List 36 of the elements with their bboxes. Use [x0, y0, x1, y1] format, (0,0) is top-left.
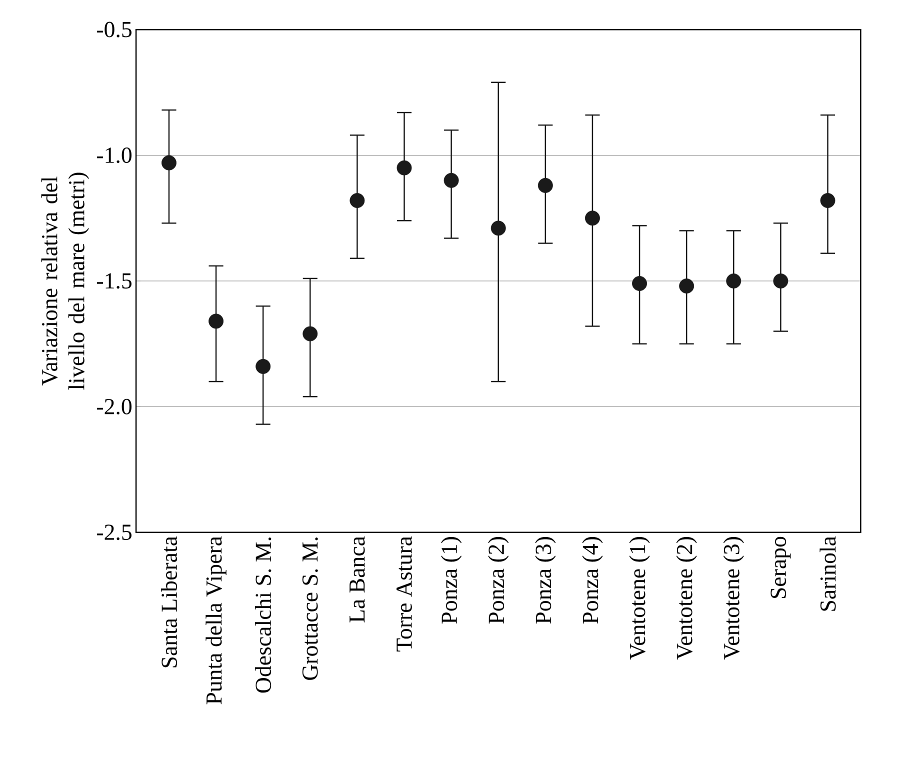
point — [584, 210, 600, 226]
x-tick-label: Punta della Vipera — [206, 536, 226, 704]
x-tick-label: Ventotene (3) — [723, 537, 744, 660]
point — [396, 160, 412, 176]
point — [726, 273, 742, 288]
y-tick-label: -1.0 — [97, 148, 132, 164]
x-tick-label: Ponza (3) — [535, 537, 556, 624]
x-tick-label: Ponza (4) — [582, 537, 603, 624]
point — [350, 193, 365, 208]
point — [632, 276, 648, 291]
y-tick-label: -2.5 — [97, 524, 132, 540]
point — [773, 273, 788, 288]
point — [820, 193, 836, 208]
point — [679, 278, 694, 294]
y-tick-label: -0.5 — [97, 22, 132, 38]
x-tick-label: Ponza (1) — [440, 537, 462, 624]
x-tick-label: Ponza (2) — [488, 537, 509, 624]
x-tick-label: Odescalchi S. M. — [255, 538, 272, 693]
point — [256, 358, 271, 374]
y-axis-title: Variazione relativa del livello del mare (metri) — [41, 172, 90, 390]
point — [490, 220, 506, 236]
x-tick-label: Torre Astura — [396, 536, 412, 652]
x-tick-label: Ventotene (1) — [629, 537, 650, 660]
x-tick-label: Ventotene (2) — [676, 537, 697, 660]
point — [444, 172, 459, 188]
x-tick-label: Sarinola — [820, 536, 836, 611]
point — [162, 155, 176, 170]
y-tick-label: -2.0 — [97, 398, 132, 414]
x-tick-label: Serapo — [770, 536, 791, 598]
point — [302, 326, 318, 342]
x-tick-label: Santa Liberata — [160, 536, 178, 668]
point — [208, 314, 224, 329]
point — [538, 178, 553, 193]
y-tick-label: -1.5 — [97, 273, 132, 289]
x-tick-label: La Banca — [350, 536, 365, 622]
x-tick-label: Grottacce S. M. — [302, 538, 318, 680]
